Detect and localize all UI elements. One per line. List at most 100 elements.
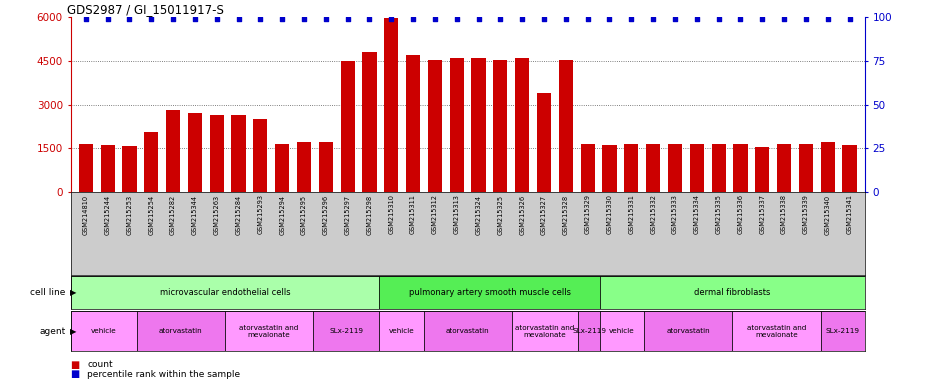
Text: atorvastatin: atorvastatin [446,328,490,334]
Bar [297,142,311,192]
Bar [380,311,424,351]
Point [602,16,617,22]
Text: ■: ■ [70,369,80,379]
Point [187,16,202,22]
Point [122,16,137,22]
Text: GSM215333: GSM215333 [672,194,678,234]
Text: microvascular endothelial cells: microvascular endothelial cells [160,288,290,297]
Text: GSM215341: GSM215341 [847,194,853,235]
Point [580,16,595,22]
Text: percentile rank within the sample: percentile rank within the sample [87,370,241,379]
Bar [799,144,813,192]
Bar [428,60,442,192]
Bar [449,58,463,192]
Text: GSM215294: GSM215294 [279,194,285,235]
Text: atorvastatin and
mevalonate: atorvastatin and mevalonate [747,325,807,338]
Point [689,16,704,22]
Bar [494,60,508,192]
Text: atorvastatin and
mevalonate: atorvastatin and mevalonate [240,325,299,338]
Bar [340,61,354,192]
Bar [624,144,638,192]
Bar [144,132,158,192]
Point [667,16,682,22]
Text: atorvastatin: atorvastatin [159,328,203,334]
Bar [821,142,835,192]
Point [798,16,813,22]
Point [711,16,726,22]
Text: GSM215298: GSM215298 [367,194,372,235]
Bar [122,146,136,192]
Text: GSM215344: GSM215344 [192,194,198,235]
Bar [667,144,682,192]
Text: GSM215313: GSM215313 [454,194,460,234]
Text: GSM215297: GSM215297 [345,194,351,235]
Point [471,16,486,22]
Point [733,16,748,22]
Point [144,16,159,22]
Text: GSM215337: GSM215337 [760,194,765,235]
Text: SLx-2119: SLx-2119 [572,328,606,334]
Text: ▶: ▶ [70,288,76,297]
Bar [188,113,202,192]
Text: vehicle: vehicle [609,328,635,334]
Bar [231,115,245,192]
Text: GSM215340: GSM215340 [824,194,831,235]
Point [755,16,770,22]
Text: GSM215293: GSM215293 [258,194,263,235]
Text: vehicle: vehicle [91,328,117,334]
Point [624,16,639,22]
Bar [362,52,377,192]
Point [646,16,661,22]
Bar [603,146,617,192]
Text: GSM214810: GSM214810 [83,194,88,235]
Text: atorvastatin: atorvastatin [666,328,710,334]
Bar [406,55,420,192]
Text: GSM215336: GSM215336 [737,194,744,235]
Bar [515,58,529,192]
Bar [733,144,747,192]
Bar [275,144,290,192]
Text: ■: ■ [70,360,80,370]
Point [78,16,93,22]
Point [558,16,573,22]
Text: GSM215327: GSM215327 [541,194,547,235]
Bar [581,144,595,192]
Bar [821,311,865,351]
Bar [253,119,268,192]
Bar [732,311,821,351]
Point [384,16,399,22]
Text: atorvastatin and
mevalonate: atorvastatin and mevalonate [515,325,574,338]
Text: vehicle: vehicle [388,328,415,334]
Text: GSM215325: GSM215325 [497,194,504,235]
Text: GSM215324: GSM215324 [476,194,481,235]
Bar [644,311,732,351]
Bar [313,311,380,351]
Point [449,16,464,22]
Bar [384,18,399,192]
Text: GSM215244: GSM215244 [104,194,111,235]
Point [340,16,355,22]
Bar [842,146,856,192]
Text: GSM215331: GSM215331 [628,194,635,234]
Bar [70,311,136,351]
Text: SLx-2119: SLx-2119 [825,328,860,334]
Point [405,16,420,22]
Text: GSM215329: GSM215329 [585,194,590,235]
Text: GSM215311: GSM215311 [410,194,416,234]
Bar [755,147,769,192]
Text: GSM215326: GSM215326 [519,194,525,235]
Bar [712,144,726,192]
Text: GSM215338: GSM215338 [781,194,787,235]
Point [776,16,791,22]
Point [165,16,180,22]
Text: ▶: ▶ [70,327,76,336]
Point [253,16,268,22]
Bar [136,311,225,351]
Text: cell line: cell line [30,288,66,297]
Bar [558,60,573,192]
Point [274,16,290,22]
Text: GSM215328: GSM215328 [563,194,569,235]
Text: agent: agent [39,327,66,336]
Bar [537,93,551,192]
Bar [472,58,486,192]
